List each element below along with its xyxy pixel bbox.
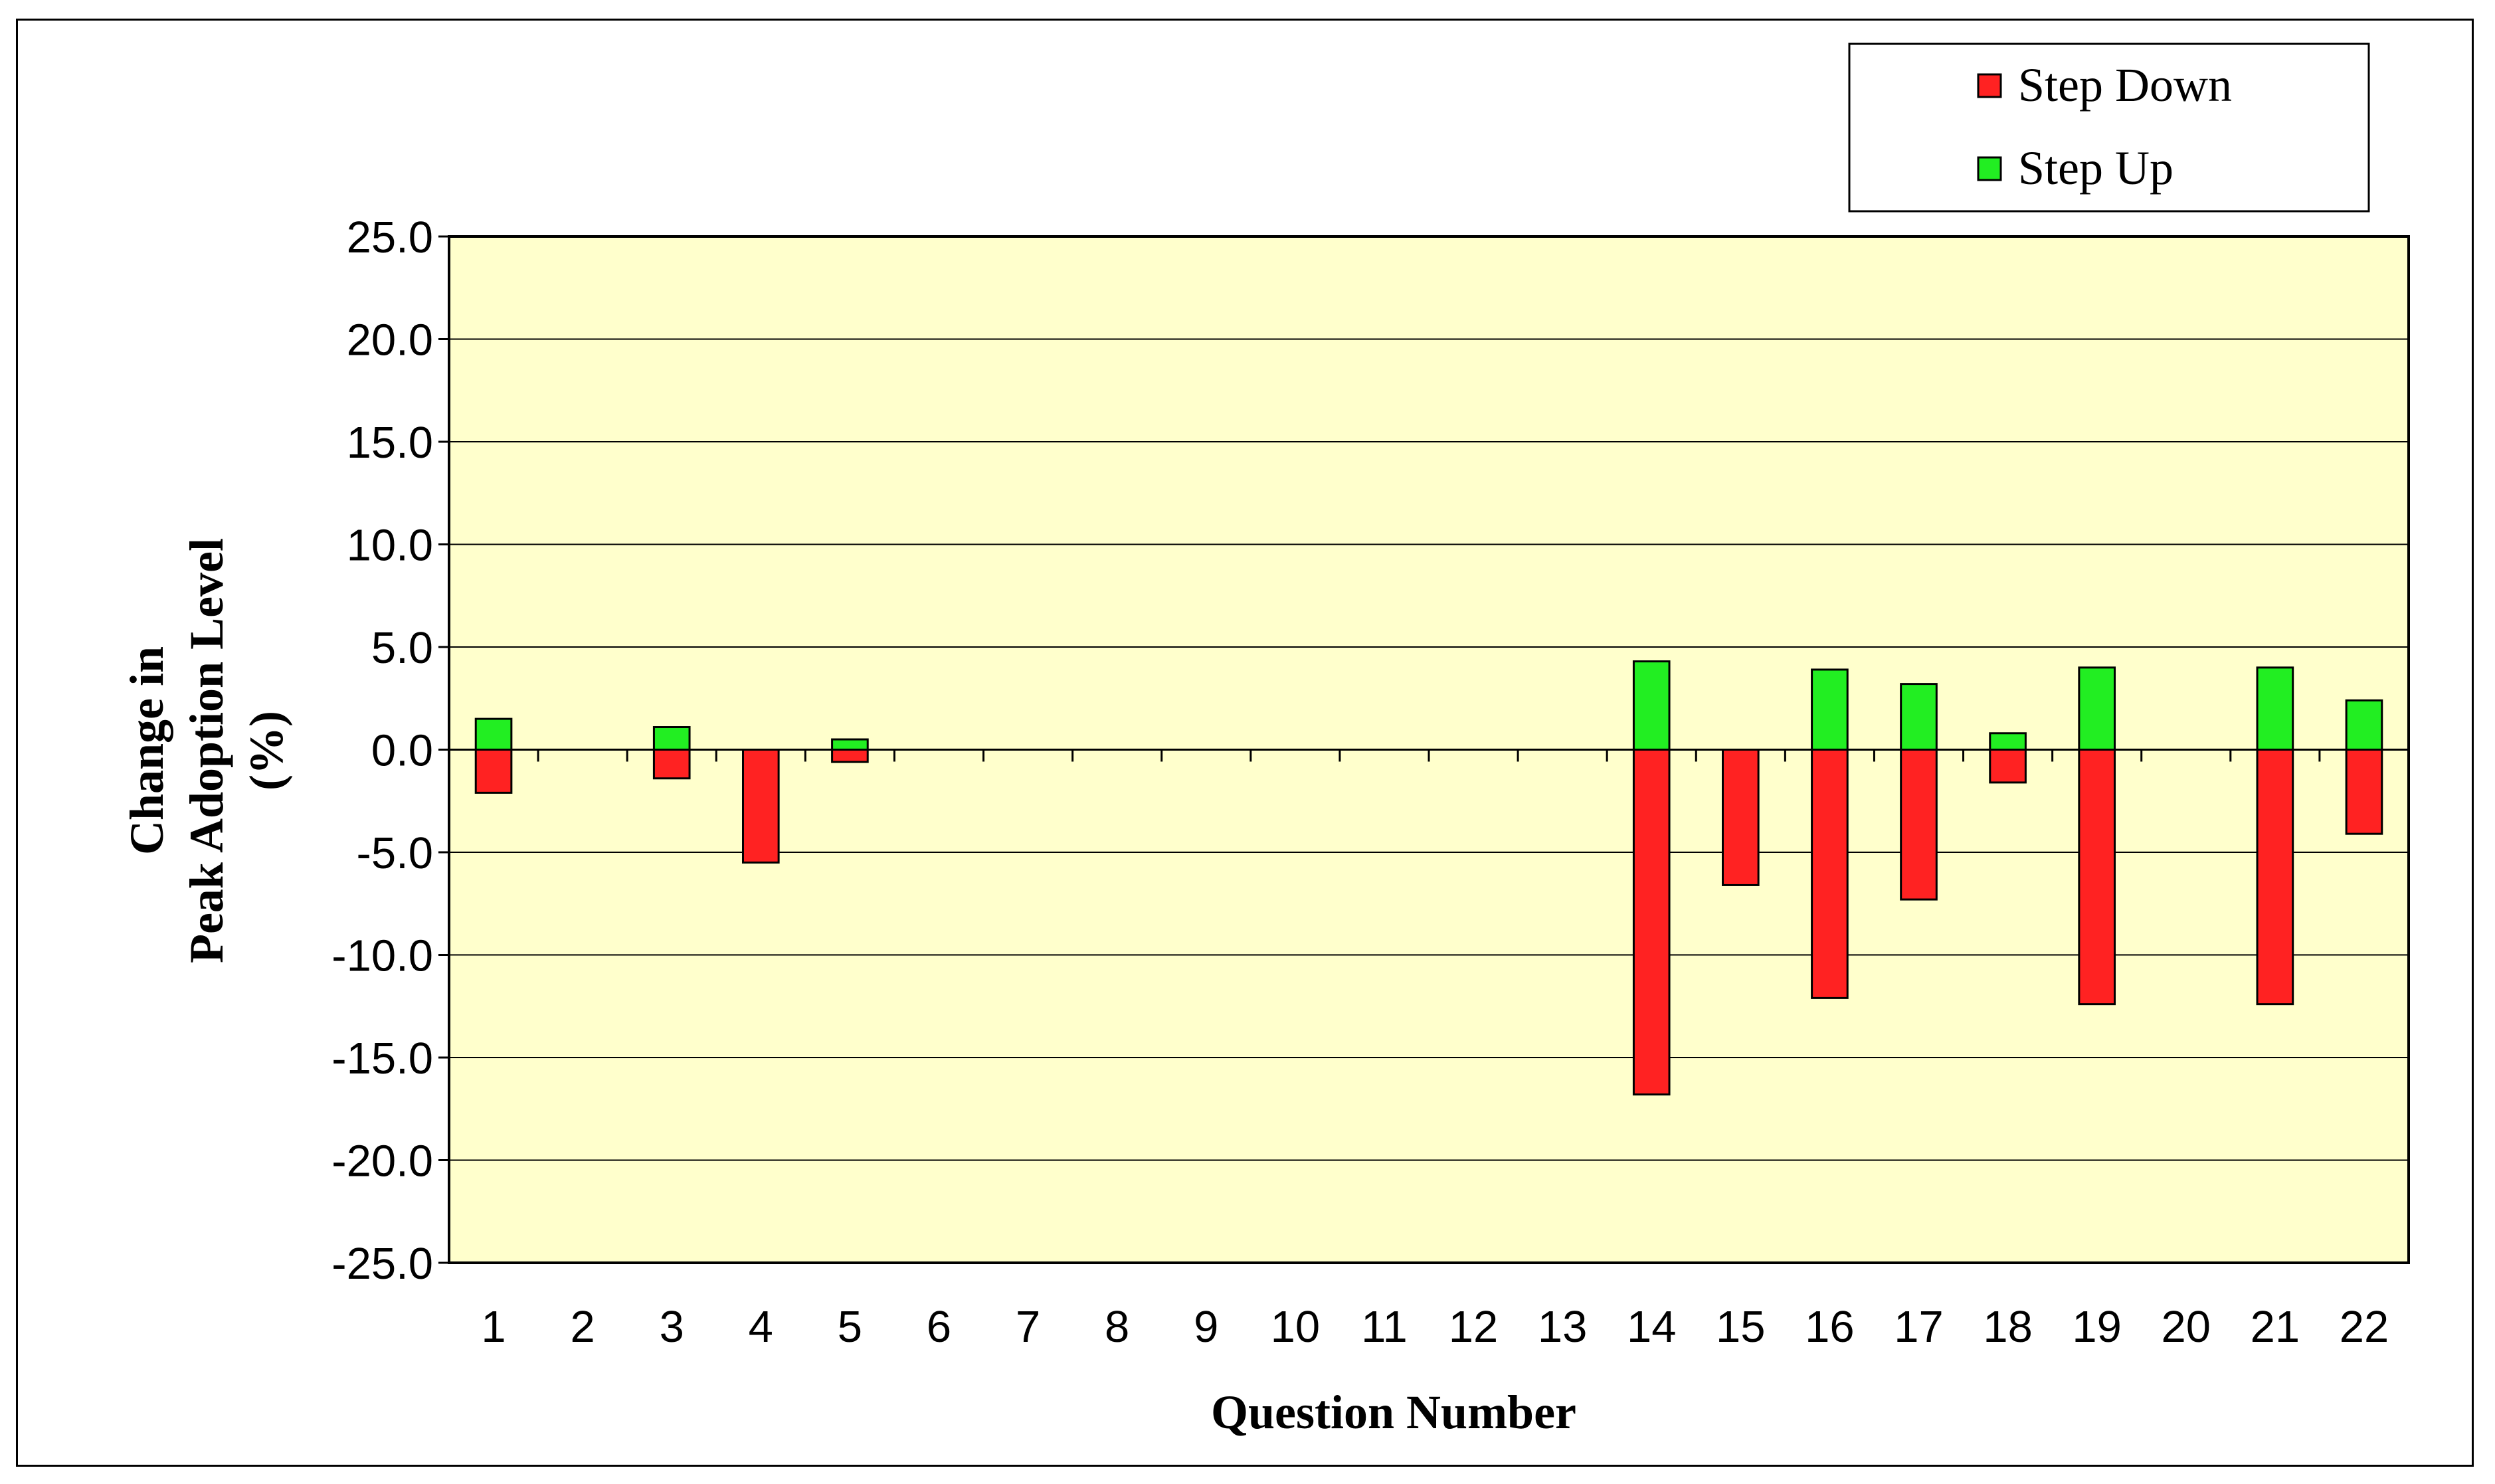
x-tick-label: 7 xyxy=(1016,1302,1040,1352)
bar-step-down-15 xyxy=(1722,749,1760,886)
bar-step-up-22 xyxy=(2345,699,2383,751)
x-tick-label: 18 xyxy=(1983,1302,2033,1352)
y-tick-label: -25.0 xyxy=(331,1239,433,1289)
x-tick-label: 22 xyxy=(2340,1302,2389,1352)
x-axis-ticks: 1 2 3 4 5 6 7 8 9 10 11 12 13 14 15 16 17 18 19 20 21 22 xyxy=(481,1302,2389,1352)
bar-step-up-21 xyxy=(2256,666,2294,751)
x-tick-label: 2 xyxy=(571,1302,595,1352)
x-tick-label: 20 xyxy=(2162,1302,2211,1352)
x-tick-label: 3 xyxy=(660,1302,684,1352)
bar-step-down-16 xyxy=(1811,749,1849,999)
bar-step-down-3 xyxy=(652,749,691,780)
x-tick-label: 15 xyxy=(1716,1302,1766,1352)
x-tick-label: 12 xyxy=(1449,1302,1499,1352)
y-axis-title-line-2: Peak Adoption Level xyxy=(180,538,233,963)
y-tick-label: 15.0 xyxy=(347,418,433,468)
x-tick-label: 11 xyxy=(1361,1302,1408,1352)
x-tick-label: 6 xyxy=(927,1302,951,1352)
y-tick-label: -20.0 xyxy=(331,1137,433,1186)
x-axis-title: Question Number xyxy=(1211,1386,1576,1439)
y-axis-title-line-3: (%) xyxy=(240,711,293,790)
bar-step-down-22 xyxy=(2345,749,2383,835)
y-tick-label: 10.0 xyxy=(347,521,433,571)
x-tick-label: 8 xyxy=(1105,1302,1129,1352)
y-tick-label: 0.0 xyxy=(371,726,433,776)
bar-step-up-19 xyxy=(2078,666,2116,751)
y-axis-title: Change in Peak Adoption Level (%) xyxy=(120,538,293,963)
bar-step-up-16 xyxy=(1811,668,1849,751)
x-tick-label: 17 xyxy=(1894,1302,1944,1352)
x-tick-label: 14 xyxy=(1627,1302,1677,1352)
y-tick-label: 5.0 xyxy=(371,623,433,673)
bar-step-up-3 xyxy=(652,726,691,751)
x-tick-label: 4 xyxy=(749,1302,773,1352)
y-tick-label: -5.0 xyxy=(357,828,433,878)
bar-step-down-17 xyxy=(1900,749,1938,901)
bar-step-down-18 xyxy=(1989,749,2027,784)
y-tick-label: -15.0 xyxy=(331,1034,433,1083)
x-tick-label: 13 xyxy=(1538,1302,1588,1352)
x-tick-label: 5 xyxy=(838,1302,862,1352)
bar-step-up-14 xyxy=(1632,660,1671,751)
legend-box xyxy=(1848,43,2370,213)
bar-step-up-1 xyxy=(474,717,513,751)
bar-step-up-18 xyxy=(1989,732,2027,751)
x-tick-label: 10 xyxy=(1271,1302,1321,1352)
x-tick-label: 1 xyxy=(481,1302,506,1352)
y-tick-label: 25.0 xyxy=(347,213,433,262)
bar-step-down-4 xyxy=(742,749,780,864)
bar-step-down-14 xyxy=(1632,749,1671,1096)
y-tick-label: 20.0 xyxy=(347,316,433,365)
bar-step-up-17 xyxy=(1900,683,1938,751)
x-tick-label: 16 xyxy=(1805,1302,1855,1352)
legend-label-step-up: Step Up xyxy=(2018,141,2173,195)
bar-step-down-1 xyxy=(474,749,513,794)
x-tick-label: 21 xyxy=(2251,1302,2300,1352)
bars xyxy=(448,660,2410,1096)
x-tick-label: 9 xyxy=(1194,1302,1218,1352)
legend-label-step-down: Step Down xyxy=(2018,58,2232,112)
bar-step-down-21 xyxy=(2256,749,2294,1006)
x-tick-label: 19 xyxy=(2072,1302,2122,1352)
legend: Step Down Step Up xyxy=(1848,43,2370,213)
legend-swatch-step-up xyxy=(1977,156,2002,181)
y-axis-title-line-1: Change in xyxy=(120,646,173,855)
y-tick-label: -10.0 xyxy=(331,931,433,981)
legend-swatch-step-down xyxy=(1977,73,2002,98)
y-axis-ticks: 25.0 20.0 15.0 10.0 5.0 0.0 -5.0 -10.0 -15.0 -20.… xyxy=(331,213,449,1289)
bar-step-down-19 xyxy=(2078,749,2116,1006)
bar-step-up-5 xyxy=(831,738,869,751)
bar-step-down-5 xyxy=(831,749,869,763)
